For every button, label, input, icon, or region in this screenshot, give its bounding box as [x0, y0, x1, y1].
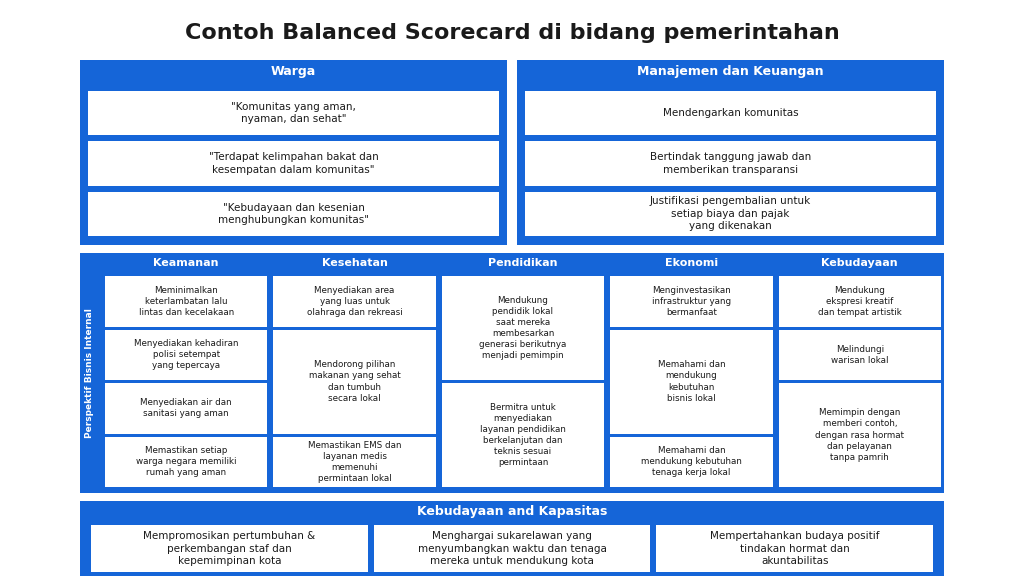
Text: Menyediakan kehadiran
polisi setempat
yang tepercaya: Menyediakan kehadiran polisi setempat ya… [134, 339, 239, 370]
FancyBboxPatch shape [610, 329, 772, 434]
FancyBboxPatch shape [610, 276, 772, 327]
Text: Memastikan setiap
warga negara memiliki
rumah yang aman: Memastikan setiap warga negara memiliki … [136, 446, 237, 478]
Text: Menyediakan air dan
sanitasi yang aman: Menyediakan air dan sanitasi yang aman [140, 398, 232, 418]
FancyBboxPatch shape [105, 383, 267, 434]
FancyBboxPatch shape [517, 60, 944, 245]
FancyBboxPatch shape [105, 276, 267, 327]
Text: Bermitra untuk
menyediakan
layanan pendidikan
berkelanjutan dan
teknis sesuai
pe: Bermitra untuk menyediakan layanan pendi… [480, 403, 566, 467]
FancyBboxPatch shape [88, 192, 499, 236]
Text: Meminimalkan
keterlambatan lalu
lintas dan kecelakaan: Meminimalkan keterlambatan lalu lintas d… [138, 286, 233, 317]
Text: Justifikasi pengembalian untuk
setiap biaya dan pajak
yang dikenakan: Justifikasi pengembalian untuk setiap bi… [650, 196, 811, 231]
Text: Ekonomi: Ekonomi [665, 258, 718, 268]
Text: Mendorong pilihan
makanan yang sehat
dan tumbuh
secara lokal: Mendorong pilihan makanan yang sehat dan… [308, 361, 400, 403]
FancyBboxPatch shape [80, 501, 944, 576]
Text: Bertindak tanggung jawab dan
memberikan transparansi: Bertindak tanggung jawab dan memberikan … [650, 152, 811, 175]
Text: Mendukung
ekspresi kreatif
dan tempat artistik: Mendukung ekspresi kreatif dan tempat ar… [818, 286, 902, 317]
Text: Memahami dan
mendukung
kebutuhan
bisnis lokal: Memahami dan mendukung kebutuhan bisnis … [657, 361, 725, 403]
FancyBboxPatch shape [525, 141, 936, 185]
FancyBboxPatch shape [610, 437, 772, 487]
FancyBboxPatch shape [778, 276, 941, 327]
Text: Menyediakan area
yang luas untuk
olahraga dan rekreasi: Menyediakan area yang luas untuk olahrag… [307, 286, 402, 317]
Text: Memimpin dengan
memberi contoh,
dengan rasa hormat
dan pelayanan
tanpa pamrih: Memimpin dengan memberi contoh, dengan r… [815, 408, 904, 462]
FancyBboxPatch shape [80, 253, 944, 493]
Text: Manajemen dan Keuangan: Manajemen dan Keuangan [637, 65, 824, 78]
Text: "Terdapat kelimpahan bakat dan
kesempatan dalam komunitas": "Terdapat kelimpahan bakat dan kesempata… [209, 152, 379, 175]
FancyBboxPatch shape [105, 437, 267, 487]
Text: Contoh Balanced Scorecard di bidang pemerintahan: Contoh Balanced Scorecard di bidang peme… [184, 23, 840, 43]
FancyBboxPatch shape [273, 437, 436, 487]
FancyBboxPatch shape [778, 329, 941, 380]
FancyBboxPatch shape [441, 276, 604, 380]
Text: Kesehatan: Kesehatan [322, 258, 387, 268]
Text: Perspektif Bisnis Internal: Perspektif Bisnis Internal [85, 308, 94, 438]
Text: Warga: Warga [271, 65, 316, 78]
Text: Memastikan EMS dan
layanan medis
memenuhi
permintaan lokal: Memastikan EMS dan layanan medis memenuh… [308, 441, 401, 483]
Text: Kebudayaan: Kebudayaan [821, 258, 898, 268]
Text: "Kebudayaan dan kesenian
menghubungkan komunitas": "Kebudayaan dan kesenian menghubungkan k… [218, 203, 369, 225]
FancyBboxPatch shape [80, 60, 507, 245]
FancyBboxPatch shape [88, 91, 499, 135]
Text: Menginvestasikan
infrastruktur yang
bermanfaat: Menginvestasikan infrastruktur yang berm… [652, 286, 731, 317]
Text: Kebudayaan and Kapasitas: Kebudayaan and Kapasitas [417, 505, 607, 517]
Text: Mempromosikan pertumbuhan &
perkembangan staf dan
kepemimpinan kota: Mempromosikan pertumbuhan & perkembangan… [143, 531, 315, 566]
FancyBboxPatch shape [273, 276, 436, 327]
FancyBboxPatch shape [105, 329, 267, 380]
FancyBboxPatch shape [778, 383, 941, 487]
FancyBboxPatch shape [656, 525, 933, 572]
FancyBboxPatch shape [273, 329, 436, 434]
Text: Melindungi
warisan lokal: Melindungi warisan lokal [831, 344, 889, 365]
Text: Memahami dan
mendukung kebutuhan
tenaga kerja lokal: Memahami dan mendukung kebutuhan tenaga … [641, 446, 741, 478]
FancyBboxPatch shape [374, 525, 650, 572]
Text: Mempertahankan budaya positif
tindakan hormat dan
akuntabilitas: Mempertahankan budaya positif tindakan h… [710, 531, 880, 566]
FancyBboxPatch shape [91, 525, 368, 572]
Text: Mendukung
pendidik lokal
saat mereka
membesarkan
generasi berikutnya
menjadi pem: Mendukung pendidik lokal saat mereka mem… [479, 295, 566, 360]
Text: "Komunitas yang aman,
nyaman, dan sehat": "Komunitas yang aman, nyaman, dan sehat" [231, 102, 356, 124]
FancyBboxPatch shape [525, 91, 936, 135]
FancyBboxPatch shape [88, 141, 499, 185]
FancyBboxPatch shape [525, 192, 936, 236]
Text: Pendidikan: Pendidikan [488, 258, 558, 268]
Text: Keamanan: Keamanan [154, 258, 219, 268]
FancyBboxPatch shape [441, 383, 604, 487]
Text: Menghargai sukarelawan yang
menyumbangkan waktu dan tenaga
mereka untuk mendukun: Menghargai sukarelawan yang menyumbangka… [418, 531, 606, 566]
Text: Mendengarkan komunitas: Mendengarkan komunitas [663, 108, 799, 118]
